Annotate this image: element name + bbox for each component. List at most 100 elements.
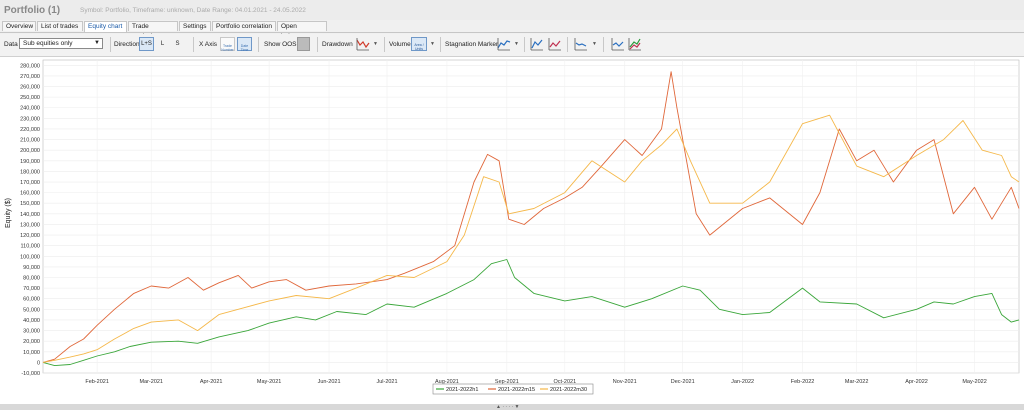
- x-tick-label: Jun-2021: [318, 379, 341, 385]
- x-tick-label: Aug-2021: [435, 379, 459, 385]
- y-tick-label: 230,000: [20, 116, 40, 122]
- legend-label: 2021-2022m15: [498, 387, 535, 393]
- volume-mode-button[interactable]: Area / Units: [411, 37, 427, 51]
- tab-open-balances[interactable]: Open balances: [277, 21, 327, 40]
- y-tick-label: 160,000: [20, 191, 40, 197]
- toolbar-divider: [110, 37, 111, 52]
- y-tick-label: 40,000: [23, 318, 40, 324]
- stagnation-dropdown-icon[interactable]: ▼: [514, 41, 519, 47]
- plot-area: [42, 59, 1020, 374]
- legend-label: 2021-2022m30: [550, 387, 587, 393]
- x-tick-label: Jul-2021: [376, 379, 397, 385]
- x-tick-label: Apr-2021: [200, 379, 223, 385]
- x-tick-label: Mar-2022: [845, 379, 869, 385]
- window-subtitle: Symbol: Portfolio, Timeframe: unknown, D…: [80, 7, 306, 14]
- chart-legend: 2021-2022h1 2021-2022m15 2021-2022m30: [432, 383, 594, 395]
- equity-chart[interactable]: -10,000 0 10,000 20,000 30,000 40,000 50,000 60…: [0, 57, 1024, 404]
- tab-overview[interactable]: Overview: [2, 21, 36, 31]
- y-tick-label: 0: [37, 360, 40, 366]
- window-title: Portfolio (1): [4, 5, 61, 16]
- y-tick-label: 110,000: [21, 244, 40, 250]
- series-line-2021-2022m30: [42, 114, 1020, 363]
- equity-chart-panel: -10,000 0 10,000 20,000 30,000 40,000 50,000 60…: [0, 57, 1024, 410]
- tab-trade-analysis[interactable]: Trade analysis: [128, 21, 178, 40]
- toolbar-divider: [317, 37, 318, 52]
- x-axis-date-time-button[interactable]: Date Time: [237, 37, 252, 52]
- y-tick-label: 270,000: [20, 74, 40, 80]
- x-axis-trade-number-button[interactable]: Trade Number: [220, 37, 235, 52]
- x-tick-label: Dec-2021: [671, 379, 695, 385]
- y-tick-label: 240,000: [20, 106, 40, 112]
- x-axis-label: X Axis: [199, 41, 218, 48]
- tab-equity-chart[interactable]: Equity chart: [84, 21, 127, 32]
- chevron-down-icon: ▼: [94, 40, 100, 46]
- chart-line-icon[interactable]: [530, 37, 544, 51]
- chart-blue-line-icon[interactable]: [574, 37, 588, 51]
- stagnation-marker-icon[interactable]: [497, 37, 511, 51]
- y-tick-label: 80,000: [23, 276, 40, 282]
- y-tick-label: 30,000: [23, 329, 40, 335]
- volume-dropdown-icon[interactable]: ▼: [430, 41, 435, 47]
- y-tick-label: 140,000: [20, 212, 40, 218]
- stagnation-marker-label: Stagnation Marker: [445, 41, 499, 48]
- data-select[interactable]: Sub equities only ▼: [19, 38, 103, 49]
- chart-red-line-icon[interactable]: [548, 37, 562, 51]
- tab-bar: Overview List of trades Equity chart Tra…: [0, 21, 1024, 40]
- y-tick-label: 130,000: [20, 222, 40, 228]
- resize-handle-bar[interactable]: ▲ · · · · ▼: [0, 404, 1024, 410]
- chart-blue-line-icon[interactable]: [611, 37, 625, 51]
- x-tick-label: May-2021: [257, 379, 281, 385]
- y-tick-label: 90,000: [23, 265, 40, 271]
- toolbar-divider: [440, 37, 441, 52]
- toolbar-divider: [193, 37, 194, 52]
- drawdown-chart-icon[interactable]: [356, 37, 370, 51]
- y-tick-label: 190,000: [20, 159, 40, 165]
- title-bar: Portfolio (1) Symbol: Portfolio, Timefra…: [0, 0, 1024, 20]
- legend-box: [432, 383, 594, 395]
- y-tick-label: 200,000: [20, 148, 40, 154]
- drawdown-label: Drawdown: [322, 41, 353, 48]
- y-tick-label: 50,000: [23, 307, 40, 313]
- direction-ls-button[interactable]: L+S: [139, 37, 154, 51]
- show-oos-toggle[interactable]: [297, 37, 310, 51]
- x-tick-label: Oct-2021: [554, 379, 577, 385]
- chart-options-dropdown-icon[interactable]: ▼: [592, 41, 597, 47]
- y-tick-label: 170,000: [20, 180, 40, 186]
- y-tick-label: 10,000: [23, 350, 40, 356]
- y-tick-label: 20,000: [23, 339, 40, 345]
- toolbar-divider: [384, 37, 385, 52]
- x-tick-label: Mar-2021: [139, 379, 163, 385]
- y-tick-label: -10,000: [21, 371, 40, 377]
- drawdown-dropdown-icon[interactable]: ▼: [373, 41, 378, 47]
- tab-portfolio-correlation[interactable]: Portfolio correlation: [212, 21, 276, 31]
- y-axis-label: Equity ($): [5, 198, 12, 228]
- y-tick-label: 180,000: [20, 169, 40, 175]
- y-tick-label: 150,000: [20, 201, 40, 207]
- y-tick-label: 280,000: [20, 63, 40, 69]
- y-tick-label: 220,000: [20, 127, 40, 133]
- y-tick-label: 120,000: [20, 233, 40, 239]
- direction-s-button[interactable]: S: [175, 41, 180, 47]
- chart-green-lines-icon[interactable]: [628, 37, 642, 51]
- toolbar-divider: [603, 37, 604, 52]
- x-tick-label: Feb-2021: [85, 379, 109, 385]
- tab-settings[interactable]: Settings: [179, 21, 211, 31]
- data-select-value: Sub equities only: [23, 40, 73, 47]
- y-tick-label: 260,000: [20, 85, 40, 91]
- data-label: Data: [4, 41, 18, 48]
- x-tick-label: Nov-2021: [613, 379, 637, 385]
- x-tick-label: May-2022: [962, 379, 986, 385]
- y-tick-label: 210,000: [20, 138, 40, 144]
- y-tick-label: 70,000: [23, 286, 40, 292]
- x-tick-label: Jan-2022: [731, 379, 754, 385]
- x-tick-label: Sep-2021: [495, 379, 519, 385]
- resize-handle-icon[interactable]: ▲ · · · · ▼: [496, 404, 520, 410]
- legend-label: 2021-2022h1: [446, 387, 478, 393]
- direction-l-button[interactable]: L: [160, 41, 165, 47]
- toolbar-divider: [567, 37, 568, 52]
- y-tick-label: 100,000: [20, 254, 40, 260]
- y-tick-label: 250,000: [20, 95, 40, 101]
- tab-list-of-trades[interactable]: List of trades: [37, 21, 83, 31]
- toolbar: Data Sub equities only ▼ Direction L+S L…: [0, 34, 1024, 57]
- toolbar-divider: [258, 37, 259, 52]
